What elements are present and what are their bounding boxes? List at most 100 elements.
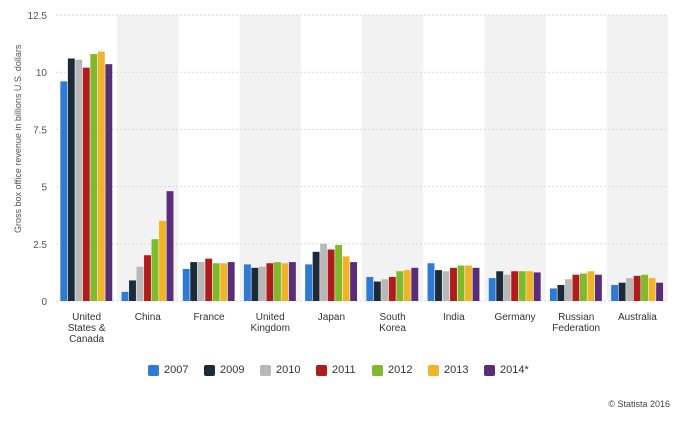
bar — [67, 58, 75, 301]
bar — [227, 262, 235, 301]
legend-swatch — [372, 364, 383, 376]
statista-credit[interactable]: © Statista 2016 — [608, 399, 670, 409]
x-tick-label-line: Japan — [318, 312, 345, 323]
legend-label: 2007 — [164, 364, 189, 376]
bar — [335, 244, 343, 301]
bar — [427, 263, 435, 301]
bar — [305, 264, 313, 301]
bar — [327, 249, 335, 301]
bar — [121, 291, 129, 301]
x-tick-label-line: Australia — [618, 312, 657, 323]
bar — [273, 262, 281, 301]
bar — [243, 264, 251, 301]
y-tick-label: 0 — [41, 297, 47, 308]
bar — [373, 281, 381, 301]
bar — [366, 276, 374, 301]
category-band — [362, 15, 424, 301]
bar — [159, 220, 166, 301]
legend-item[interactable]: 2009 — [204, 362, 244, 378]
x-tick-label: France — [193, 312, 225, 323]
legend-label: 2009 — [220, 364, 245, 376]
bar — [151, 239, 159, 301]
x-tick-label-line: United — [72, 312, 101, 323]
legend-item[interactable]: 2014* — [484, 362, 529, 378]
bar — [281, 263, 289, 301]
bar — [205, 258, 213, 301]
bar — [564, 279, 572, 301]
legend-item[interactable]: 2013 — [428, 362, 468, 378]
x-tick-label-line: United — [256, 312, 285, 323]
legend-swatch — [204, 364, 215, 376]
bar — [518, 271, 526, 301]
x-tick-label-line: South — [380, 312, 406, 323]
bar — [144, 255, 151, 301]
bar — [611, 284, 619, 301]
x-tick-label: India — [443, 312, 465, 323]
x-tick-label: United States & Canada — [68, 312, 106, 345]
bar — [105, 64, 113, 301]
bar — [557, 284, 565, 301]
category-band — [606, 15, 668, 301]
legend-item[interactable]: 2012 — [372, 362, 412, 378]
bar — [411, 267, 419, 301]
legend-item[interactable]: 2007 — [148, 362, 188, 378]
bar — [75, 59, 83, 302]
bar — [450, 267, 457, 301]
bar — [342, 256, 350, 301]
bar — [511, 271, 519, 301]
bar — [472, 267, 480, 301]
legend-swatch — [428, 364, 439, 376]
bar — [496, 271, 504, 301]
bar — [212, 263, 220, 301]
bar — [350, 262, 358, 301]
x-tick-label: China — [135, 312, 162, 323]
bar — [90, 53, 98, 302]
bar — [288, 262, 296, 301]
legend-label: 2011 — [332, 364, 356, 376]
x-tick-label-line: States & — [68, 323, 106, 334]
y-axis-label: Gross box office revenue in billions U.S… — [13, 44, 23, 233]
bar — [435, 270, 442, 301]
x-tick-label-line: Canada — [69, 334, 104, 345]
x-tick-label: South Korea — [379, 312, 406, 334]
bar — [129, 280, 136, 301]
bar — [258, 266, 266, 301]
bar — [388, 276, 396, 301]
x-tick-label: Australia — [618, 312, 657, 323]
x-tick-label-line: Russian — [558, 312, 594, 323]
bar — [656, 282, 664, 301]
bar — [579, 273, 587, 301]
bar — [533, 272, 541, 301]
legend-swatch — [316, 364, 327, 376]
bar — [641, 274, 649, 301]
legend-swatch — [484, 364, 495, 376]
y-tick-label: 7.5 — [33, 125, 47, 136]
bar — [626, 278, 634, 301]
bar — [403, 270, 411, 301]
category-band — [239, 15, 301, 301]
legend-swatch — [260, 364, 271, 376]
bar — [266, 263, 274, 301]
x-tick-label-line: Federation — [552, 323, 600, 334]
bar — [396, 271, 404, 301]
bar — [60, 81, 68, 302]
x-tick-label: Russian Federation — [552, 312, 600, 334]
legend-item[interactable]: 2010 — [260, 362, 300, 378]
legend-label: 2010 — [276, 364, 301, 376]
legend-label: 2014* — [500, 364, 529, 376]
x-tick-label: United Kingdom — [250, 312, 289, 334]
bar — [457, 265, 465, 301]
bar — [190, 262, 198, 301]
bar — [633, 275, 641, 301]
bar — [166, 191, 174, 301]
bar — [648, 278, 656, 301]
x-tick-label-line: Germany — [494, 312, 535, 323]
bar — [251, 267, 259, 301]
bar — [572, 274, 580, 301]
category-band — [484, 15, 546, 301]
bar — [220, 263, 228, 301]
bar — [97, 51, 105, 301]
legend-item[interactable]: 2011 — [316, 362, 356, 378]
